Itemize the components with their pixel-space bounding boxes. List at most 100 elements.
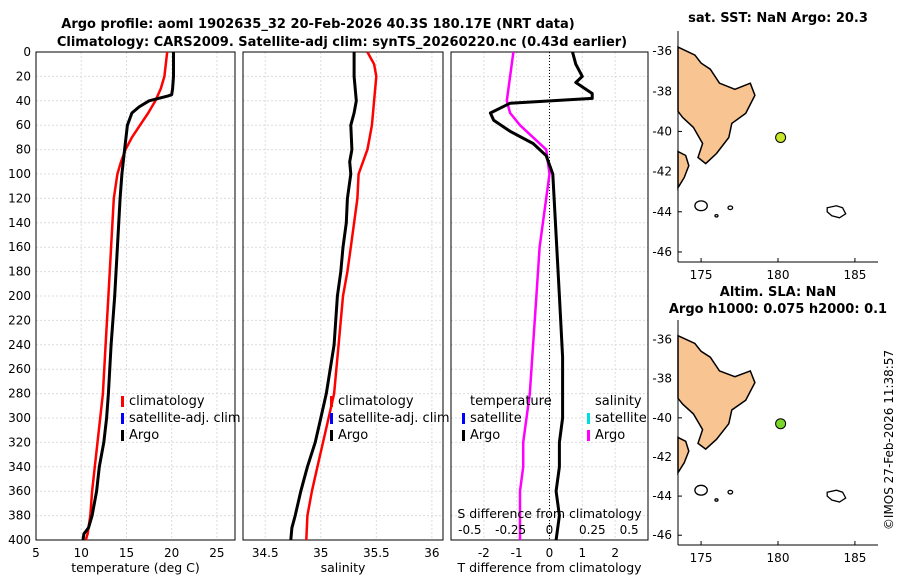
figure-title-line2: Climatology: CARS2009. Satellite-adj cli… [57,35,627,50]
legend-swatch [121,430,124,441]
legend-swatch [330,413,333,424]
y-tick-label: 60 [16,118,31,132]
y-tick-label: 140 [8,216,31,230]
argo-float-marker [775,131,787,143]
x-tick-label: 20 [164,546,179,560]
legend-label: salinity [595,394,642,409]
x-axis-label: temperature (deg C) [71,560,200,575]
north-island-shape [677,45,756,165]
map-title: Altim. SLA: NaN [720,285,836,300]
x-tick-label: 1 [579,546,587,560]
map-y-tick-label: -40 [652,124,672,138]
map-y-tick-label: -46 [652,528,672,542]
legend-label: Argo [470,428,500,443]
map-x-tick-label: 185 [843,551,866,565]
x-tick-label: 15 [119,546,134,560]
chatham-islands-shape [826,489,847,503]
temperature-panel: 5 10 15 20 25 0 20 40 60 80 100 120 140 160 180 200 220 2… [8,45,241,575]
y-tick-label: 160 [8,240,31,254]
climatology-line [84,51,169,541]
legend-swatch [121,413,124,424]
x-tick-label: -2 [478,546,490,560]
legend-swatch [462,430,465,441]
legend-label: satellite [470,411,522,426]
y-tick-label: 300 [8,411,31,425]
legend-label: satellite [595,411,647,426]
legend-swatch [330,430,333,441]
figure-title-line1: Argo profile: aoml 1902635_32 20-Feb-202… [61,17,574,32]
x-tick-label: 2 [611,546,619,560]
legend-label: climatology [338,394,414,409]
sla-map-panel: Altim. SLA: NaN Argo h1000: 0.075 h2000: … [652,285,887,565]
x-tick-label: 34.5 [252,546,279,560]
y-tick-label: 180 [8,265,31,279]
legend-label: Argo [338,428,368,443]
top-x-tick-label: -0.5 [458,523,481,537]
y-tick-label: 20 [16,69,31,83]
map-y-tick-label: -38 [652,84,672,98]
top-axis-label: S difference from climatology [457,506,642,521]
legend-swatch [587,413,590,424]
y-tick-label: 360 [8,484,31,498]
top-x-tick-label: 0.25 [579,523,606,537]
x-axis-label: T difference from climatology [456,560,642,575]
y-tick-label: 240 [8,338,31,352]
top-x-tick-label: 0 [546,523,554,537]
map-x-tick-label: 180 [767,268,790,282]
small-island-shape [714,213,719,218]
temperature-difference-line [488,51,594,541]
x-tick-label: 35.5 [363,546,390,560]
y-tick-label: 200 [8,289,31,303]
legend-label: Argo [595,428,625,443]
salinity-difference-line [505,51,551,540]
map-y-tick-label: -46 [652,245,672,259]
small-island-shape [694,484,708,496]
map-y-tick-label: -44 [652,489,672,503]
y-tick-label: 80 [16,143,31,157]
y-tick-label: 320 [8,435,31,449]
y-tick-label: 380 [8,509,31,523]
legend-swatch [462,396,465,407]
legend-label: satellite-adj. clim [338,411,450,426]
argo-salinity-line [289,52,358,541]
x-tick-label: 36 [424,546,439,560]
legend-swatch [121,396,124,407]
legend-swatch [587,396,590,407]
y-tick-label: 280 [8,387,31,401]
map-x-tick-label: 175 [690,268,713,282]
salinity-panel: 34.5 35 35.5 36 salinity climatology satellite… [242,51,450,575]
map-y-tick-label: -40 [652,411,672,425]
axes-box [35,51,236,541]
small-island-shape [694,200,708,212]
map-y-tick-label: -36 [652,44,672,58]
map-y-tick-label: -42 [652,450,672,464]
top-x-tick-label: 0.5 [620,523,639,537]
south-island-shape [677,150,690,191]
north-island-shape [677,334,756,451]
y-tick-label: 40 [16,94,31,108]
sst-map-panel: sat. SST: NaN Argo: 20.3 -36 -38 -40 -42 -44 -… [652,11,878,282]
y-tick-label: 400 [8,533,31,547]
map-title: sat. SST: NaN Argo: 20.3 [688,11,868,26]
timestamp-label: ©IMOS 27-Feb-2026 11:38:57 [882,350,896,530]
argo-temperature-line [81,52,175,541]
x-tick-label: 25 [209,546,224,560]
map-y-tick-label: -38 [652,372,672,386]
map-y-tick-label: -36 [652,333,672,347]
y-tick-label: 100 [8,167,31,181]
legend-label: satellite-adj. clim [129,411,241,426]
map-y-tick-label: -44 [652,205,672,219]
legend-label: Argo [129,428,159,443]
axes-box [242,51,444,541]
argo-float-marker [775,418,787,430]
small-island-shape [714,498,719,502]
top-x-tick-label: -0.25 [495,523,526,537]
y-tick-label: 220 [8,313,31,327]
map-x-tick-label: 180 [767,551,790,565]
map-subtitle: Argo h1000: 0.075 h2000: 0.1 [669,302,887,317]
chatham-islands-shape [826,205,847,219]
south-island-shape [677,436,690,476]
map-x-tick-label: 185 [843,268,866,282]
legend-label: climatology [129,394,205,409]
